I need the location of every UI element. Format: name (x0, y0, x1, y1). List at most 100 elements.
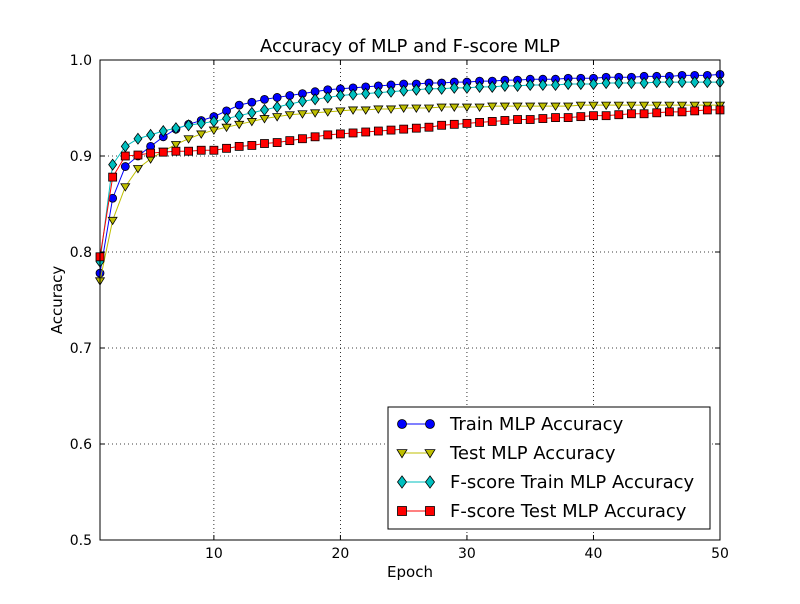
x-tick-label: 30 (458, 546, 476, 562)
series-layer (94, 70, 726, 286)
chart-title: Accuracy of MLP and F-score MLP (260, 36, 560, 57)
data-point (462, 118, 472, 128)
data-point (689, 101, 700, 111)
data-point (184, 146, 193, 156)
data-point (449, 119, 459, 129)
data-point (424, 122, 434, 132)
data-point (272, 138, 282, 147)
data-point (361, 87, 371, 100)
data-point (651, 101, 662, 111)
data-point (361, 127, 371, 137)
data-point (347, 106, 359, 115)
data-point (336, 129, 345, 139)
data-point (373, 105, 384, 114)
data-point (170, 141, 182, 150)
data-point (525, 102, 536, 112)
data-point (702, 105, 712, 115)
data-point (424, 82, 434, 95)
data-point (664, 107, 674, 117)
y-axis-title: Accuracy (48, 266, 66, 335)
data-point (601, 111, 611, 121)
legend-item: Train MLP Accuracy (397, 414, 624, 435)
y-tick-label: 0.8 (70, 245, 92, 261)
data-point (462, 81, 472, 94)
data-point (196, 117, 206, 130)
legend-box (387, 406, 711, 530)
legend-marker (397, 419, 407, 429)
legend-label: F-score Train MLP Accuracy (450, 472, 695, 493)
data-point (309, 109, 321, 118)
plot-area-frame (99, 59, 721, 541)
data-point (449, 81, 459, 94)
data-point (196, 130, 207, 139)
data-point (652, 108, 662, 118)
data-point (601, 101, 612, 111)
legend-marker (425, 475, 435, 489)
data-point (373, 86, 383, 99)
data-point (247, 106, 257, 119)
data-point (133, 150, 143, 160)
data-point (525, 115, 535, 124)
data-point (120, 151, 130, 161)
data-point (107, 216, 118, 226)
legend-marker (396, 449, 408, 459)
data-point (500, 116, 510, 125)
legend-item: Test MLP Accuracy (396, 443, 616, 464)
data-point (411, 104, 422, 113)
data-point (475, 118, 484, 127)
data-point (184, 119, 194, 132)
data-point (588, 77, 598, 91)
data-point (690, 76, 700, 89)
data-point (664, 101, 675, 111)
data-point (209, 145, 219, 155)
data-point (259, 103, 269, 116)
legend-label: F-score Test MLP Accuracy (450, 501, 687, 522)
data-point (234, 141, 244, 151)
data-point (614, 76, 624, 90)
x-tick-label: 20 (331, 546, 349, 562)
data-point (538, 114, 548, 123)
data-point (120, 183, 131, 192)
data-point (158, 124, 168, 138)
data-point (297, 110, 308, 119)
data-point (614, 110, 624, 120)
data-point (551, 78, 561, 92)
data-point (310, 132, 320, 142)
data-point (652, 76, 662, 89)
series-3 (95, 76, 725, 268)
data-point (563, 77, 573, 91)
data-point (108, 172, 118, 182)
data-point (285, 98, 295, 111)
data-point (513, 79, 523, 92)
data-point (461, 103, 473, 113)
data-point (487, 102, 498, 112)
series-2 (94, 101, 726, 286)
legend-marker (425, 419, 435, 429)
data-point (613, 101, 624, 111)
data-point (260, 94, 269, 104)
data-point (146, 128, 156, 141)
data-point (626, 101, 637, 111)
data-point (563, 113, 573, 122)
data-point (537, 102, 548, 112)
data-point (348, 128, 358, 138)
data-point (284, 111, 295, 120)
data-point (108, 158, 118, 171)
data-point (639, 76, 649, 90)
data-point (360, 106, 371, 115)
data-point (563, 102, 574, 112)
data-point (639, 109, 649, 119)
data-point (399, 124, 409, 134)
y-tick-label: 0.7 (70, 341, 92, 357)
data-point (260, 139, 269, 148)
data-point (386, 85, 396, 98)
data-point (323, 130, 333, 140)
data-point (423, 104, 435, 113)
y-tick-label: 0.9 (70, 149, 92, 165)
data-point (677, 76, 687, 89)
legend-marker (424, 449, 436, 459)
axis-ticks: 10 20 30 40 50 0.5 0.6 0.7 0.8 0.9 1.0 (70, 53, 729, 562)
data-point (298, 134, 307, 144)
